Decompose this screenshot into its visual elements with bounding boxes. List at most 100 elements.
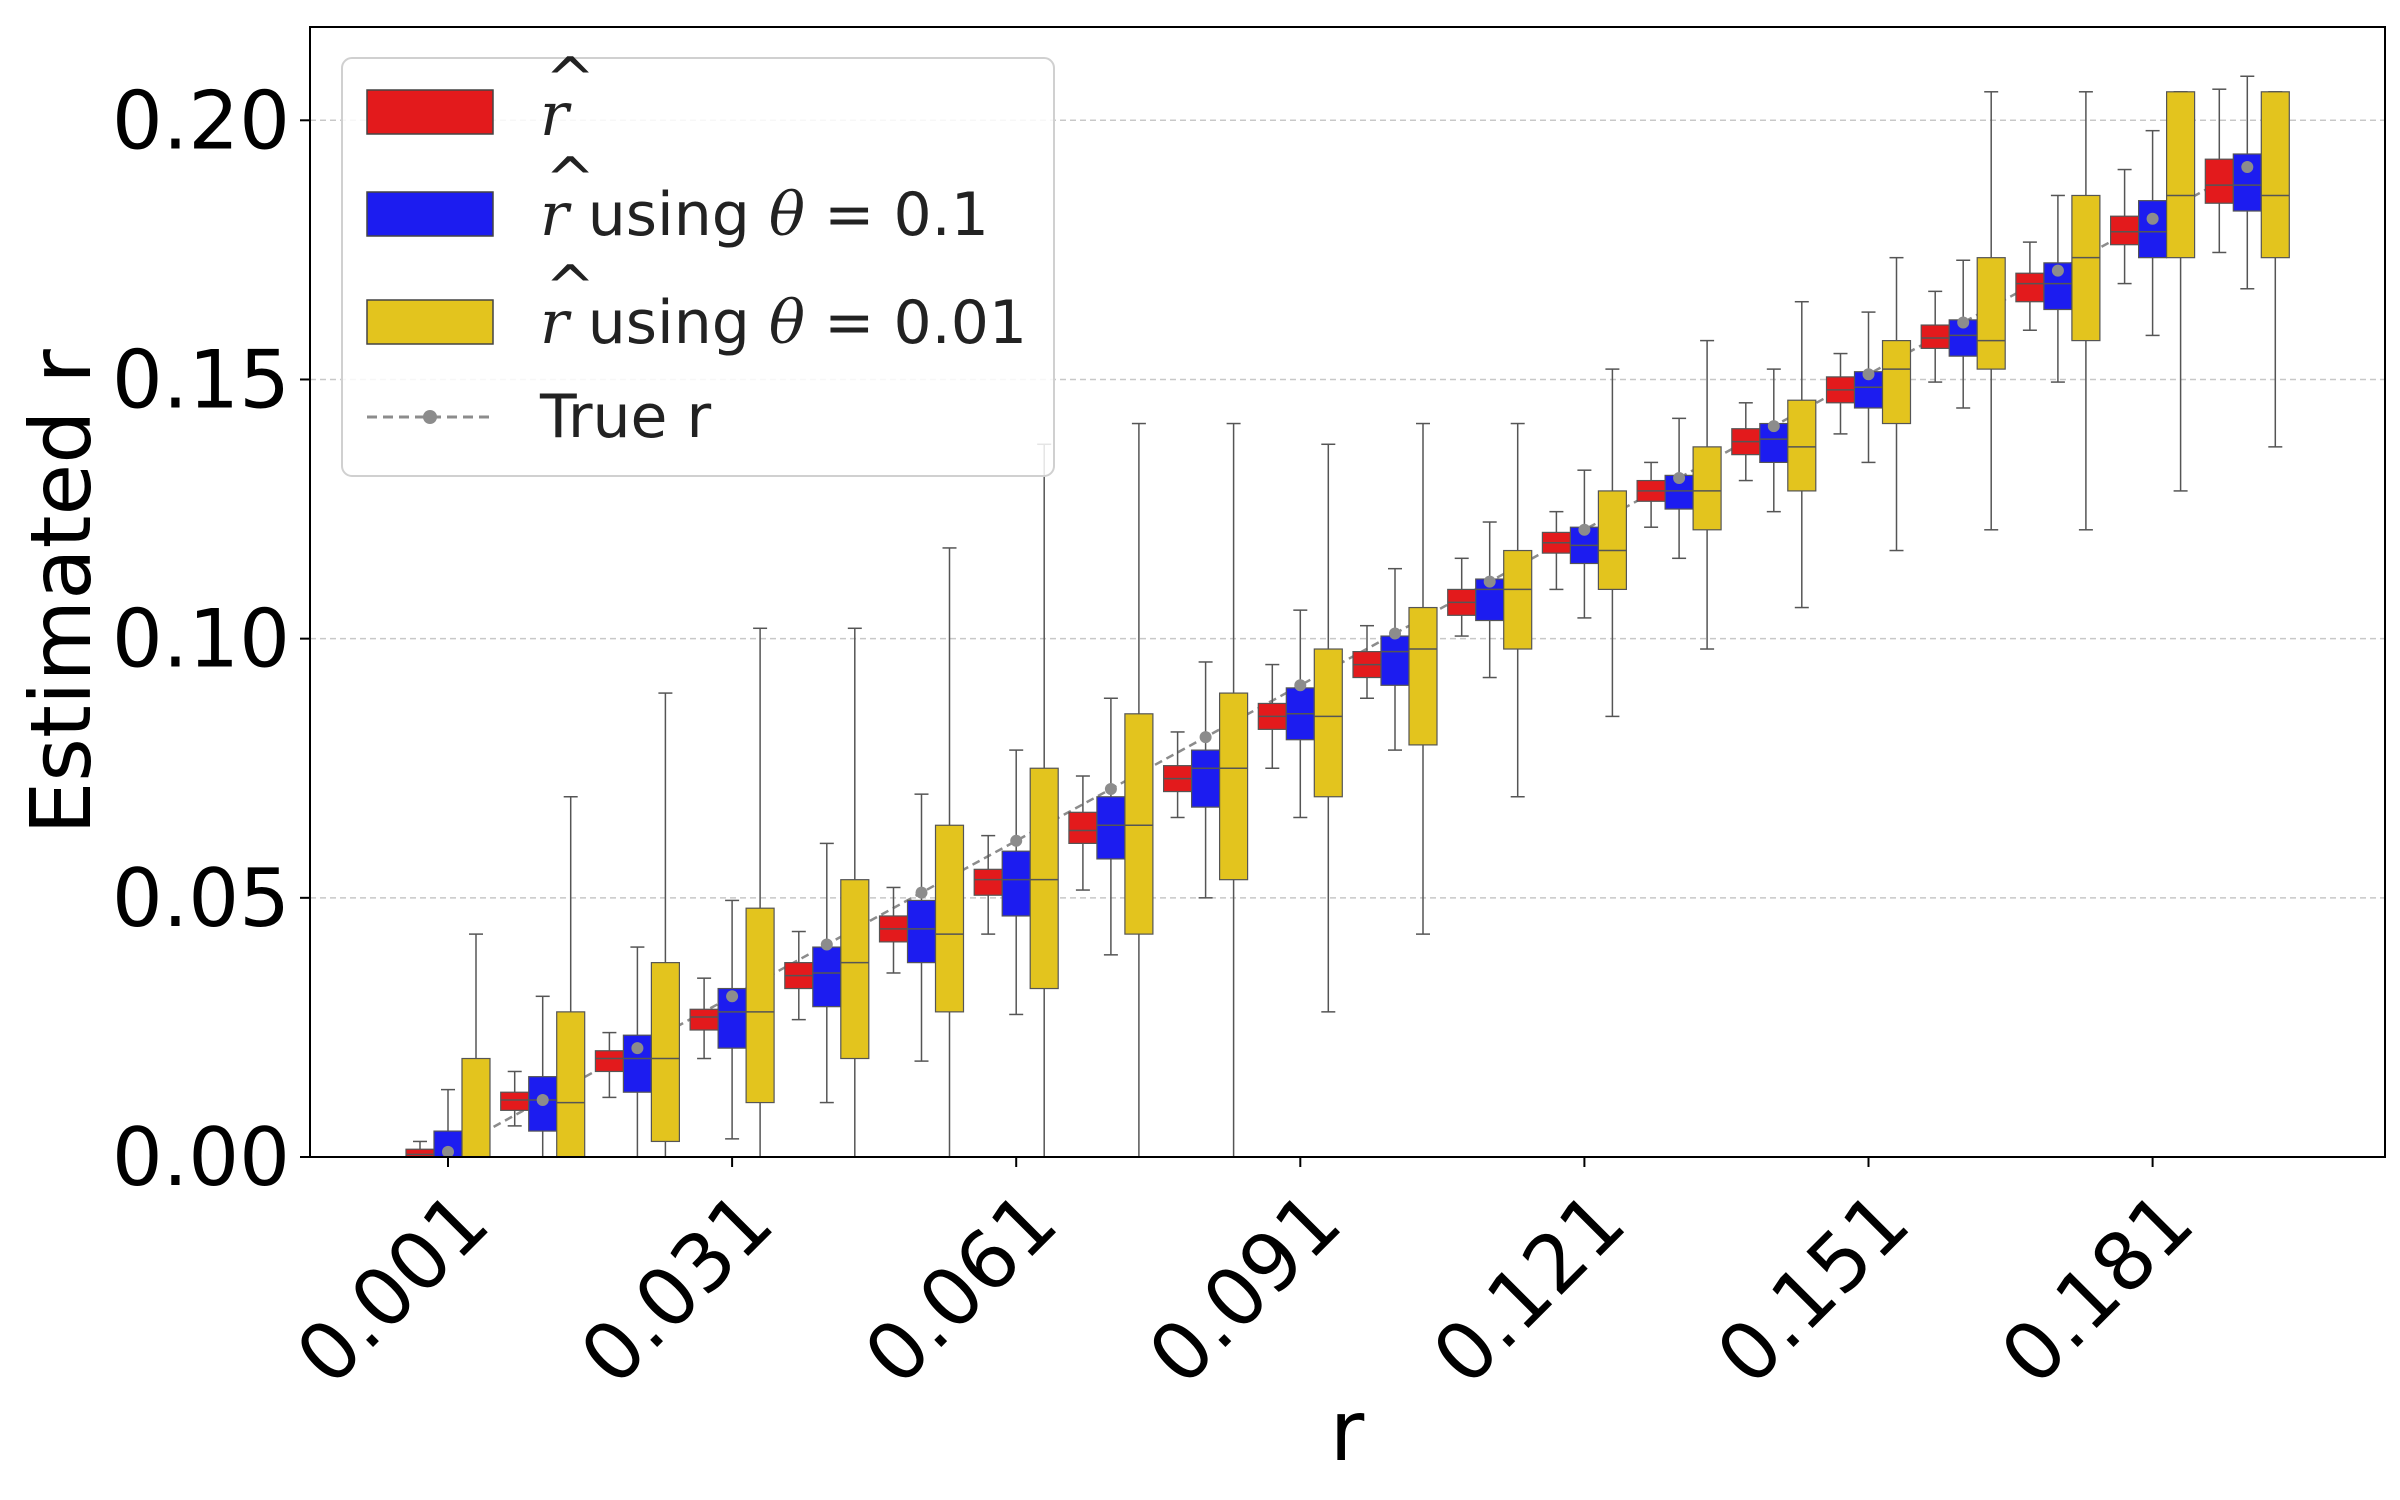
box-2-0 — [461, 933, 491, 1158]
box-iqr — [1597, 490, 1628, 591]
box-iqr — [1313, 648, 1343, 798]
true-r-point — [2146, 212, 2159, 225]
box-iqr — [934, 824, 965, 1013]
box-1-11 — [1475, 521, 1505, 679]
legend-swatch-r-hat — [366, 89, 494, 135]
legend-swatch-r-hat-theta-0-01 — [366, 299, 494, 345]
box-iqr — [689, 1008, 719, 1031]
box-0-8 — [1162, 731, 1193, 819]
true-r-point — [1199, 731, 1212, 744]
box-1-2 — [622, 946, 653, 1158]
true-r-point — [1294, 679, 1307, 692]
box-2-18 — [2166, 91, 2196, 492]
y-tick-label: 0.05 — [112, 852, 290, 945]
box-iqr — [812, 946, 842, 1008]
true-r-point — [820, 938, 833, 951]
box-iqr — [1068, 811, 1098, 844]
box-1-8 — [1190, 661, 1221, 899]
true-r-point — [1862, 368, 1875, 381]
box-iqr — [2071, 194, 2101, 342]
box-iqr — [594, 1050, 625, 1073]
box-2-10 — [1408, 422, 1438, 935]
box-iqr — [1380, 635, 1410, 686]
legend-frame — [341, 57, 1055, 477]
box-iqr — [500, 1091, 530, 1111]
true-r-point — [915, 886, 928, 899]
box-iqr — [2110, 215, 2140, 246]
box-0-9 — [1257, 663, 1287, 769]
true-r-point — [726, 990, 739, 1003]
y-axis-title: Estimated r — [12, 349, 110, 835]
box-1-7 — [1096, 697, 1126, 956]
box-iqr — [1218, 692, 1249, 881]
box-iqr — [745, 907, 775, 1104]
box-iqr — [1503, 549, 1533, 650]
box-series — [405, 75, 2290, 1158]
box-0-5 — [878, 886, 909, 974]
box-0-10 — [1352, 624, 1382, 700]
box-0-3 — [689, 977, 719, 1060]
x-tick-label: 0.001 — [279, 1175, 507, 1403]
box-0-19 — [2204, 88, 2234, 254]
legend-swatch-r-hat-theta-0-1 — [366, 191, 494, 237]
box-1-16 — [1948, 259, 1978, 409]
box-iqr — [2166, 91, 2196, 259]
box-iqr — [1881, 340, 1912, 425]
box-0-15 — [1825, 352, 1856, 435]
box-2-13 — [1692, 339, 1722, 650]
box-2-17 — [2071, 91, 2101, 531]
plot-frame — [309, 26, 2386, 1158]
box-0-18 — [2110, 168, 2140, 285]
x-tick-label: 0.091 — [1131, 1175, 1359, 1403]
box-0-11 — [1447, 557, 1477, 637]
x-tick-label: 0.121 — [1415, 1175, 1643, 1403]
legend-label-true-r: True r — [539, 382, 712, 452]
box-iqr — [650, 962, 681, 1143]
box-iqr — [2015, 272, 2045, 303]
legend-hat-mark: ^ — [545, 145, 595, 215]
y-tick-label: 0.10 — [112, 593, 290, 686]
true-r-point — [442, 1145, 454, 1158]
box-iqr — [1976, 257, 2006, 370]
box-0-12 — [1541, 510, 1572, 591]
box-iqr — [461, 1057, 491, 1158]
true-r-point — [1104, 782, 1117, 795]
true-r-point — [1767, 420, 1780, 433]
legend-label-r-hat: r — [540, 80, 572, 150]
box-iqr — [1692, 446, 1722, 531]
box-0-2 — [594, 1031, 625, 1099]
true-r-point — [1578, 523, 1591, 536]
y-axis: 0.00 0.05 0.10 0.15 0.20 — [112, 74, 310, 1204]
box-iqr — [1190, 749, 1221, 808]
box-0-1 — [500, 1070, 530, 1127]
box-2-12 — [1597, 368, 1628, 718]
true-r-point — [631, 1042, 644, 1055]
box-2-6 — [1029, 443, 1059, 1158]
box-1-9 — [1285, 609, 1315, 819]
true-r-point — [2051, 264, 2064, 277]
legend: r ^ r using θ = 0.1 ^ r using θ = 0.01 ^… — [341, 45, 1055, 477]
box-0-17 — [2015, 241, 2045, 331]
box-2-16 — [1976, 91, 2006, 531]
box-iqr — [556, 1011, 586, 1158]
box-0-13 — [1636, 461, 1666, 528]
legend-hat-mark: ^ — [545, 253, 595, 323]
box-1-17 — [2043, 194, 2073, 383]
box-1-12 — [1569, 469, 1600, 619]
box-0-6 — [973, 834, 1003, 935]
box-2-8 — [1218, 422, 1249, 1158]
true-r-point — [536, 1093, 549, 1106]
true-r-point — [1389, 627, 1401, 640]
box-0-4 — [784, 930, 814, 1021]
box-iqr — [2260, 91, 2290, 259]
box-0-7 — [1068, 775, 1098, 891]
box-2-11 — [1503, 422, 1533, 798]
box-2-1 — [556, 795, 586, 1158]
box-1-10 — [1380, 567, 1410, 751]
box-iqr — [2138, 200, 2168, 259]
box-2-7 — [1124, 422, 1154, 1158]
box-iqr — [906, 899, 937, 964]
x-axis-title: r — [1330, 1382, 1365, 1480]
box-2-14 — [1787, 300, 1817, 609]
